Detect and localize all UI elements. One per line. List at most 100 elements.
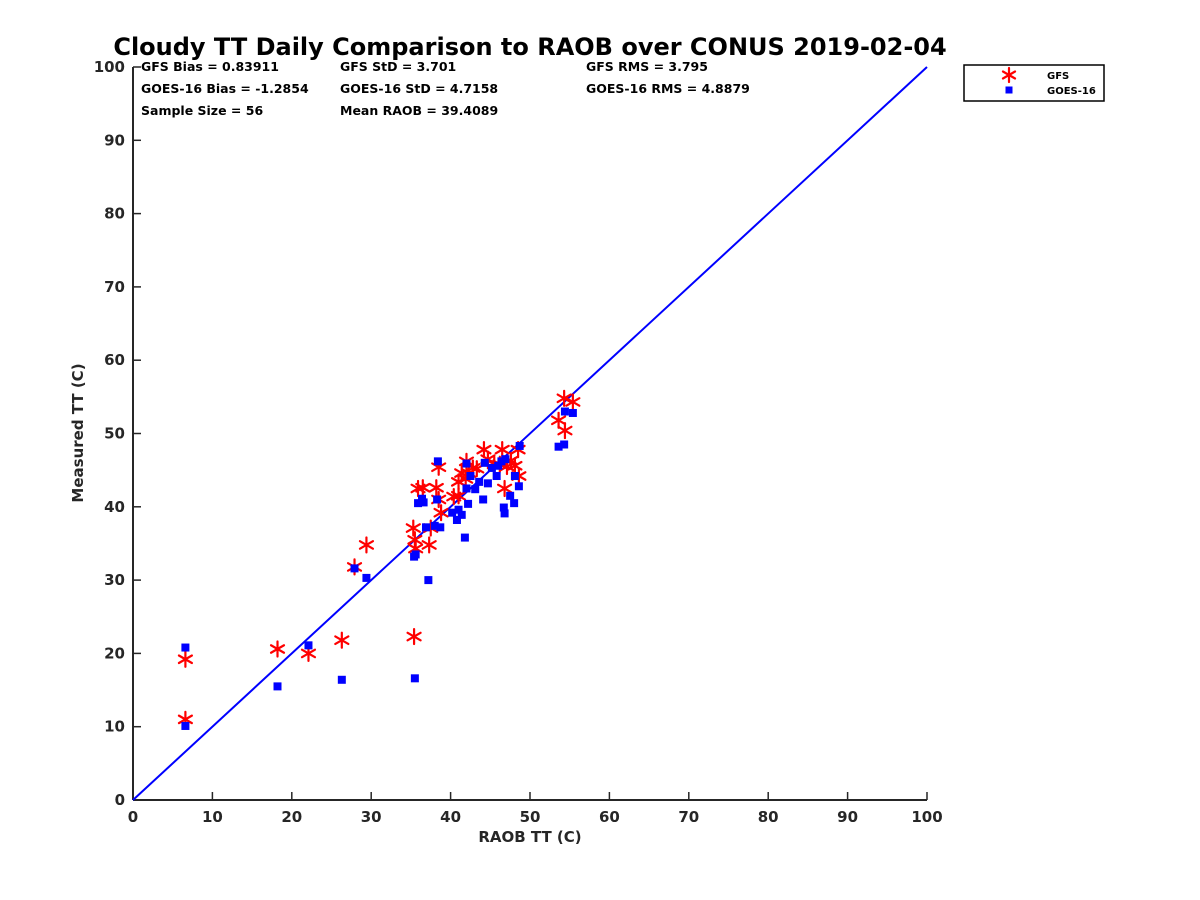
goes16-point [337,675,346,684]
y-tick-label: 100 [94,58,125,76]
goes16-point [479,495,488,504]
goes16-point [452,515,461,524]
chart-title: Cloudy TT Daily Comparison to RAOB over … [113,33,946,61]
goes16-point [510,499,519,508]
goes16-point [514,482,523,491]
y-tick-label: 40 [104,498,125,516]
goes16-point [454,505,463,514]
goes16-point [448,508,457,517]
goes16-point [480,458,489,467]
y-axis-label: Measured TT (C) [69,363,87,502]
legend-box [963,64,1105,102]
goes16-point [410,674,419,683]
x-tick-label: 90 [837,808,858,826]
goes16-point [560,407,569,416]
legend-gfs-asterisk [1001,66,1017,84]
goes16-series [181,407,577,730]
goes16-point [475,477,484,486]
x-tick-label: 70 [678,808,699,826]
x-tick-label: 50 [520,808,541,826]
x-tick-label: 10 [202,808,223,826]
goes16-point [568,408,577,417]
one-to-one-line [132,66,928,801]
goes16-point [471,485,480,494]
x-tick-label: 20 [281,808,302,826]
stat-mean-raob: Mean RAOB = 39.4089 [340,103,498,118]
stat-goes16-bias: GOES-16 Bias = -1.2854 [141,81,309,96]
gfs-point [565,393,581,411]
y-tick-label: 30 [104,571,125,589]
goes16-point [554,442,563,451]
y-tick-label: 10 [104,718,125,736]
goes16-point [460,533,469,542]
goes16-point [350,564,359,573]
goes16-point [487,463,496,472]
gfs-point [550,411,567,429]
stat-gfs-bias: GFS Bias = 0.83911 [141,59,279,74]
goes16-point [560,440,569,449]
y-tick-label: 20 [104,644,125,662]
stat-sample-size: Sample Size = 56 [141,103,263,118]
x-tick-label: 0 [128,808,138,826]
goes16-point [510,472,519,481]
gfs-point [450,487,467,505]
goes16-point [483,479,492,488]
gfs-point [428,479,444,497]
goes16-point [411,550,420,559]
legend-gfs-label: GFS [1047,71,1069,82]
gfs-point [496,479,513,498]
gfs-point [415,479,431,497]
goes16-point [494,461,503,470]
stat-goes16-std: GOES-16 StD = 4.7158 [340,81,498,96]
stat-goes16-rms: GOES-16 RMS = 4.8879 [586,81,750,96]
legend-goes16-marker [1005,86,1013,94]
reference-line-group [132,66,928,801]
x-tick-label: 30 [361,808,382,826]
statistics-block: GFS Bias = 0.83911 GFS StD = 3.701 GFS R… [141,59,750,118]
goes16-point [515,441,524,450]
gfs-point [405,519,421,537]
goes16-point [181,721,190,730]
goes16-point [500,509,509,518]
goes16-point [430,521,439,530]
goes16-point [304,641,313,650]
x-tick-label: 80 [758,808,779,826]
gfs-point [421,536,437,554]
y-tick-label: 60 [104,351,125,369]
goes16-point [462,484,471,493]
goes16-point [501,455,510,464]
goes16-point [421,523,430,532]
goes16-point [419,498,428,507]
gfs-point [556,389,572,407]
goes16-point [181,643,190,652]
goes16-point [499,503,508,512]
axes: 0 10 20 30 40 50 60 70 80 90 100 0 10 20 30 40 50 60 70 80 9… [94,58,943,826]
goes16-point [464,499,473,508]
goes16-point [362,573,371,582]
gfs-series [177,389,581,728]
gfs-point [334,631,350,649]
gfs-point [406,627,422,646]
goes16-point [492,472,501,481]
gfs-point [269,640,286,658]
y-tick-label: 0 [115,791,125,809]
x-tick-label: 100 [911,808,942,826]
x-axis-label: RAOB TT (C) [478,828,581,846]
x-tick-label: 60 [599,808,620,826]
y-tick-label: 50 [104,425,125,443]
goes16-point [433,495,442,504]
goes16-point [433,457,442,466]
gfs-point [433,504,449,522]
legend-goes16-label: GOES-16 [1047,86,1096,97]
stat-gfs-std: GFS StD = 3.701 [340,59,456,74]
legend-gfs-marker [1001,66,1017,84]
goes16-point [436,523,445,532]
goes16-point [273,682,282,691]
gfs-point [557,421,573,440]
y-tick-label: 90 [104,131,125,149]
gfs-point [494,441,510,459]
goes16-point [466,472,475,481]
y-tick-label: 70 [104,278,125,296]
goes16-point [506,491,515,500]
